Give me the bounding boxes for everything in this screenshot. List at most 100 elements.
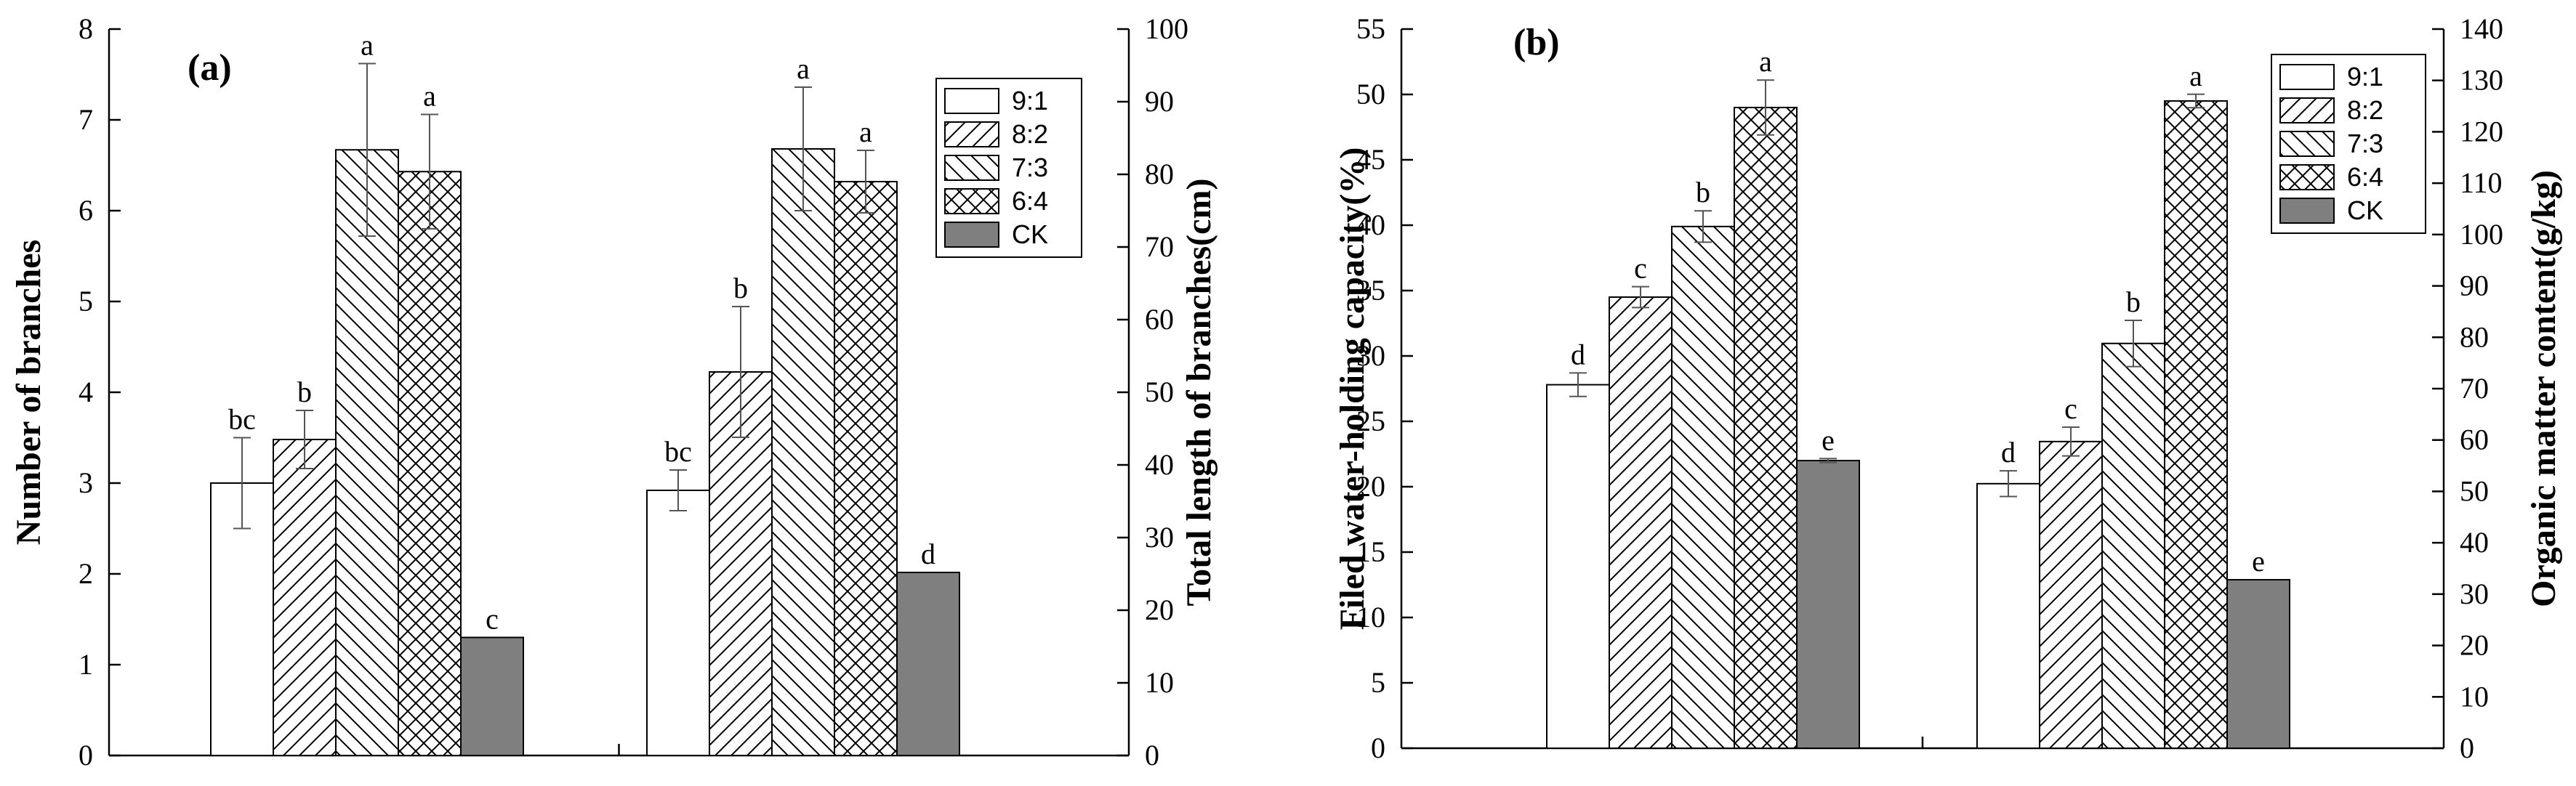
legend-label: 6:4 — [1012, 186, 1048, 216]
right-tick-label: 20 — [2460, 629, 2489, 662]
left-axis-title: Filed water-holding capacity(%) — [1333, 147, 1372, 631]
significance-letter: bc — [664, 435, 692, 468]
left-tick-label: 2 — [79, 557, 93, 590]
bar-CK — [460, 636, 524, 756]
significance-letter: b — [733, 272, 748, 304]
legend-swatch — [944, 88, 999, 114]
legend-label: CK — [2347, 195, 2383, 225]
right-axis-title: Total length of branches(cm) — [1180, 179, 1218, 607]
legend-label: 9:1 — [1012, 86, 1048, 116]
left-tick-label: 20 — [1356, 470, 1385, 503]
legend-swatch — [944, 155, 999, 181]
bar-9-1 — [646, 490, 710, 756]
left-tick-label: 30 — [1356, 339, 1385, 372]
bar-7-3 — [771, 148, 835, 756]
left-tick-label: 15 — [1356, 535, 1385, 568]
right-tick-label: 40 — [2460, 526, 2489, 559]
legend-swatch — [2279, 131, 2335, 157]
right-tick-label: 40 — [1145, 448, 1174, 481]
legend-swatch — [2279, 97, 2335, 123]
legend-swatch — [944, 222, 999, 248]
right-tick-label: 110 — [2460, 166, 2503, 199]
significance-letter: e — [2252, 545, 2265, 578]
bar-6-4 — [834, 181, 898, 756]
left-tick-label: 1 — [79, 648, 93, 681]
significance-letter: a — [2189, 60, 2202, 92]
bar-CK — [1796, 460, 1860, 749]
left-tick-label: 3 — [79, 466, 93, 499]
significance-letter: d — [921, 538, 935, 570]
left-axis-title: Number of branches — [9, 240, 48, 545]
bar-7-3 — [335, 149, 399, 756]
left-tick-label: 4 — [79, 376, 93, 408]
right-tick-label: 50 — [1145, 376, 1174, 408]
significance-letter: b — [297, 376, 312, 408]
legend-swatch — [2279, 64, 2335, 90]
significance-letter: a — [1759, 45, 1772, 78]
significance-letter: a — [797, 52, 810, 85]
left-tick-label: 35 — [1356, 274, 1385, 307]
legend-swatch — [2279, 198, 2335, 224]
right-tick-label: 60 — [2460, 424, 2489, 456]
right-tick-label: 10 — [2460, 680, 2489, 713]
right-tick-label: 90 — [1145, 85, 1174, 118]
significance-letter: e — [1822, 424, 1835, 456]
right-tick-label: 20 — [1145, 593, 1174, 626]
significance-letter: c — [1634, 252, 1647, 285]
significance-letter: c — [2064, 392, 2077, 425]
left-tick-label: 7 — [79, 103, 93, 136]
significance-letter: d — [2001, 436, 2016, 469]
right-tick-label: 70 — [1145, 230, 1174, 263]
left-tick-label: 55 — [1356, 12, 1385, 45]
significance-letter: bc — [228, 403, 256, 436]
right-tick-label: 130 — [2460, 64, 2503, 97]
right-tick-label: 10 — [1145, 666, 1174, 699]
legend-label: 8:2 — [1012, 119, 1048, 149]
legend-swatch — [944, 188, 999, 214]
left-tick-label: 10 — [1356, 601, 1385, 633]
right-tick-label: 80 — [2460, 320, 2489, 353]
right-tick-label: 90 — [2460, 270, 2489, 302]
panel-label: (a) — [188, 47, 232, 89]
right-tick-label: 140 — [2460, 12, 2503, 45]
bar-8-2 — [273, 439, 337, 756]
right-tick-label: 100 — [2460, 218, 2503, 251]
left-tick-label: 0 — [1371, 732, 1385, 764]
left-tick-label: 8 — [79, 12, 93, 45]
left-tick-label: 0 — [79, 739, 93, 771]
bar-8-2 — [1609, 296, 1673, 749]
bar-6-4 — [2164, 100, 2228, 749]
bar-6-4 — [1734, 107, 1798, 749]
right-tick-label: 120 — [2460, 115, 2503, 147]
left-tick-label: 45 — [1356, 143, 1385, 176]
significance-letter: a — [423, 80, 436, 113]
left-tick-label: 40 — [1356, 208, 1385, 241]
panel-label: (b) — [1513, 22, 1560, 63]
bar-7-3 — [1671, 225, 1735, 749]
bar-8-2 — [2039, 440, 2103, 749]
legend-label: 6:4 — [2347, 162, 2383, 192]
right-tick-label: 70 — [2460, 372, 2489, 405]
right-tick-label: 60 — [1145, 303, 1174, 336]
left-tick-label: 5 — [79, 285, 93, 317]
legend-label: 7:3 — [2347, 129, 2383, 158]
bar-9-1 — [1976, 482, 2040, 749]
right-tick-label: 0 — [2460, 732, 2474, 764]
left-tick-label: 50 — [1356, 78, 1385, 110]
left-tick-label: 5 — [1371, 666, 1385, 699]
chart-panel-b: 0 5 10 15 20 25 30 35 40 45 50 55 0 10 20 30 40 50 60 70 80 9… — [1333, 12, 2563, 764]
significance-letter: a — [859, 116, 872, 148]
significance-letter: b — [2126, 285, 2141, 318]
significance-letter: c — [486, 603, 499, 636]
bar-CK — [2226, 579, 2290, 749]
right-tick-label: 30 — [1145, 521, 1174, 554]
legend-swatch — [944, 121, 999, 147]
legend-label: 8:2 — [2347, 95, 2383, 125]
legend: 9:18:2 7:3 6:4CK — [935, 78, 1082, 258]
bar-9-1 — [1546, 384, 1610, 749]
right-tick-label: 30 — [2460, 578, 2489, 610]
significance-letter: b — [1696, 176, 1710, 208]
bar-6-4 — [398, 171, 462, 756]
